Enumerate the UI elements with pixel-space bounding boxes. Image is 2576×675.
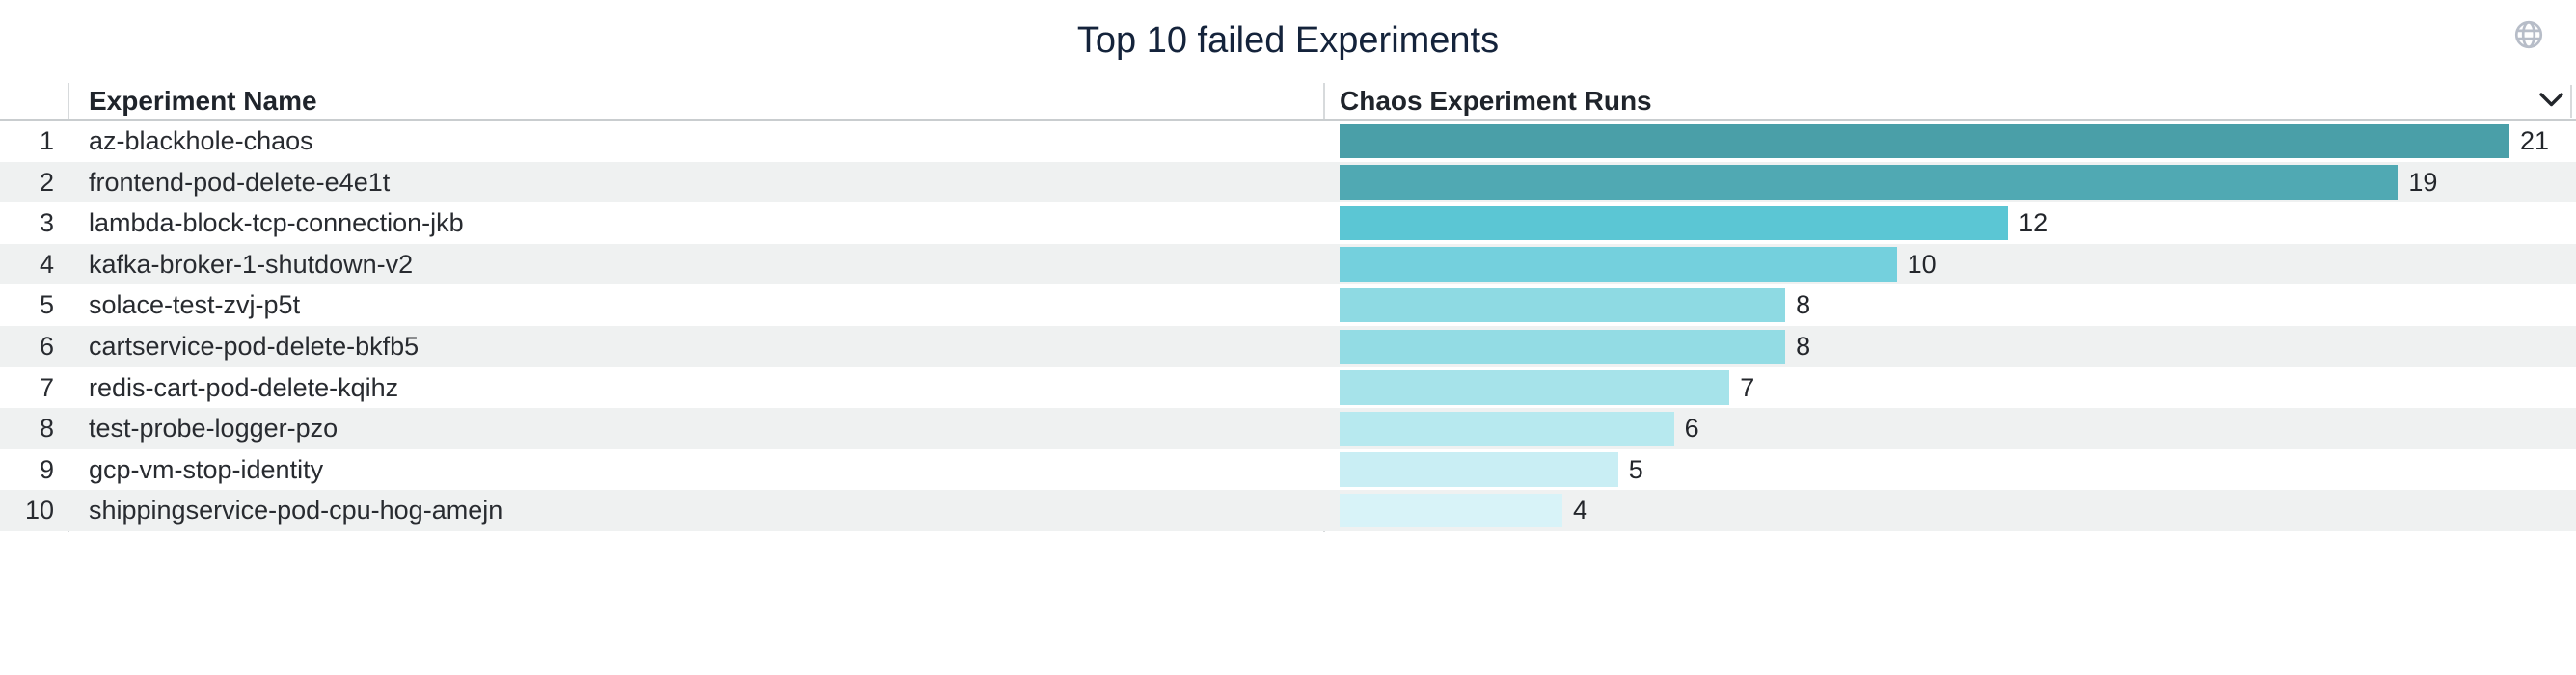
row-rank: 8 <box>39 414 54 444</box>
row-bar <box>1340 370 1730 405</box>
row-name: lambda-block-tcp-connection-jkb <box>89 208 464 238</box>
table-row[interactable]: 5 solace-test-zvj-p5t 8 <box>0 284 2576 326</box>
row-value: 7 <box>1740 372 1755 402</box>
row-rank: 7 <box>39 372 54 402</box>
row-bar <box>1340 329 1786 364</box>
row-rank: 6 <box>39 331 54 361</box>
row-bar <box>1340 165 2399 200</box>
row-name: gcp-vm-stop-identity <box>89 454 324 484</box>
table-body: 1 az-blackhole-chaos 21 2 frontend-pod-d… <box>0 121 2576 531</box>
row-rank: 5 <box>39 290 54 320</box>
row-value: 8 <box>1796 331 1811 361</box>
row-bar <box>1340 411 1674 446</box>
row-rank: 3 <box>39 208 54 238</box>
table-row[interactable]: 4 kafka-broker-1-shutdown-v2 10 <box>0 243 2576 285</box>
row-value: 10 <box>1907 249 1937 279</box>
row-bar <box>1340 123 2509 158</box>
row-name: frontend-pod-delete-e4e1t <box>89 167 391 197</box>
row-bar <box>1340 205 2009 241</box>
column-header-chaos-experiment-runs[interactable]: Chaos Experiment Runs <box>1340 86 1652 116</box>
table-row[interactable]: 1 az-blackhole-chaos 21 <box>0 121 2576 162</box>
row-value: 12 <box>2019 208 2048 238</box>
column-header-experiment-name[interactable]: Experiment Name <box>89 86 317 116</box>
row-name: cartservice-pod-delete-bkfb5 <box>89 331 420 361</box>
table-row[interactable]: 8 test-probe-logger-pzo 6 <box>0 408 2576 449</box>
row-name: solace-test-zvj-p5t <box>89 290 301 320</box>
table-row[interactable]: 6 cartservice-pod-delete-bkfb5 8 <box>0 325 2576 367</box>
table-row[interactable]: 2 frontend-pod-delete-e4e1t 19 <box>0 161 2576 203</box>
row-value: 6 <box>1684 414 1699 444</box>
chevron-down-icon[interactable] <box>2538 92 2564 108</box>
row-value: 19 <box>2408 167 2438 197</box>
column-divider-right <box>2570 85 2572 118</box>
row-value: 8 <box>1796 290 1811 320</box>
row-name: shippingservice-pod-cpu-hog-amejn <box>89 496 503 526</box>
row-name: kafka-broker-1-shutdown-v2 <box>89 249 414 279</box>
row-rank: 9 <box>39 454 54 484</box>
table-row[interactable]: 7 redis-cart-pod-delete-kqihz 7 <box>0 366 2576 409</box>
table-row[interactable]: 10 shippingservice-pod-cpu-hog-amejn 4 <box>0 490 2576 531</box>
row-name: az-blackhole-chaos <box>89 126 313 155</box>
row-name: test-probe-logger-pzo <box>89 414 339 444</box>
row-bar <box>1340 493 1562 528</box>
row-rank: 10 <box>24 496 54 526</box>
row-value: 4 <box>1573 496 1588 526</box>
row-value: 5 <box>1628 454 1643 484</box>
page-title: Top 10 failed Experiments <box>1076 20 1500 61</box>
row-rank: 4 <box>39 249 54 279</box>
header-divider <box>0 119 2576 121</box>
row-bar <box>1340 452 1618 487</box>
row-bar <box>1340 247 1897 282</box>
row-rank: 1 <box>39 126 54 155</box>
row-name: redis-cart-pod-delete-kqihz <box>89 372 399 402</box>
table-row[interactable]: 9 gcp-vm-stop-identity 5 <box>0 448 2576 491</box>
row-value: 21 <box>2520 126 2550 155</box>
row-rank: 2 <box>39 167 54 197</box>
table-row[interactable]: 3 lambda-block-tcp-connection-jkb 12 <box>0 202 2576 244</box>
row-bar <box>1340 287 1786 323</box>
globe-icon[interactable] <box>2512 18 2545 51</box>
